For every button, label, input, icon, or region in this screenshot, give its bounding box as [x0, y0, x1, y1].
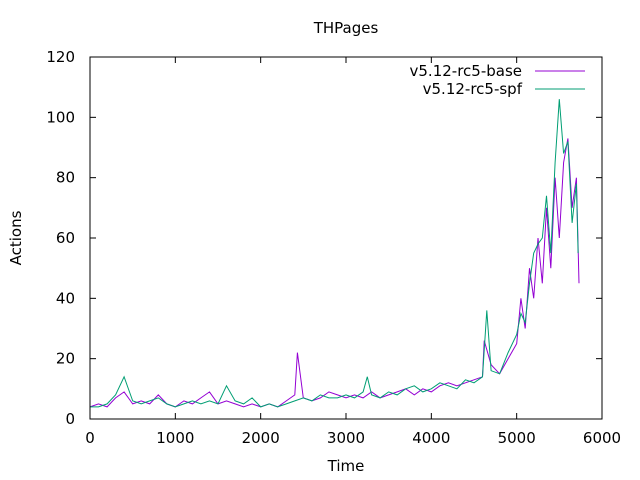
y-tick-label: 40 — [56, 289, 75, 307]
y-axis-label: Actions — [7, 210, 25, 265]
y-tick-label: 100 — [46, 108, 75, 126]
y-tick-label: 80 — [56, 169, 75, 187]
y-tick-label: 120 — [46, 48, 75, 66]
x-tick-label: 6000 — [583, 429, 621, 447]
x-tick-label: 1000 — [156, 429, 194, 447]
y-tick-label: 0 — [65, 410, 75, 428]
series-line-2 — [90, 99, 579, 408]
legend-label-2: v5.12-rc5-spf — [423, 80, 523, 98]
legend-label-1: v5.12-rc5-base — [410, 62, 523, 80]
legend: v5.12-rc5-base v5.12-rc5-spf — [410, 62, 585, 98]
x-tick-label: 2000 — [242, 429, 280, 447]
x-tick-label: 3000 — [327, 429, 365, 447]
series-line-1 — [89, 138, 580, 408]
x-tick-label: 5000 — [498, 429, 536, 447]
series-layer — [89, 99, 580, 408]
x-tick-label: 4000 — [412, 429, 450, 447]
plot-frame — [89, 56, 603, 420]
y-tick-label: 60 — [56, 229, 75, 247]
y-tick-label: 20 — [56, 350, 75, 368]
x-axis-label: Time — [327, 457, 365, 475]
x-tick-label: 0 — [85, 429, 95, 447]
ticks-layer: 0 1000 2000 3000 4000 5000 6000 0 20 40 60 80 100 120 — [46, 48, 621, 447]
chart-title: THPages — [313, 19, 379, 37]
